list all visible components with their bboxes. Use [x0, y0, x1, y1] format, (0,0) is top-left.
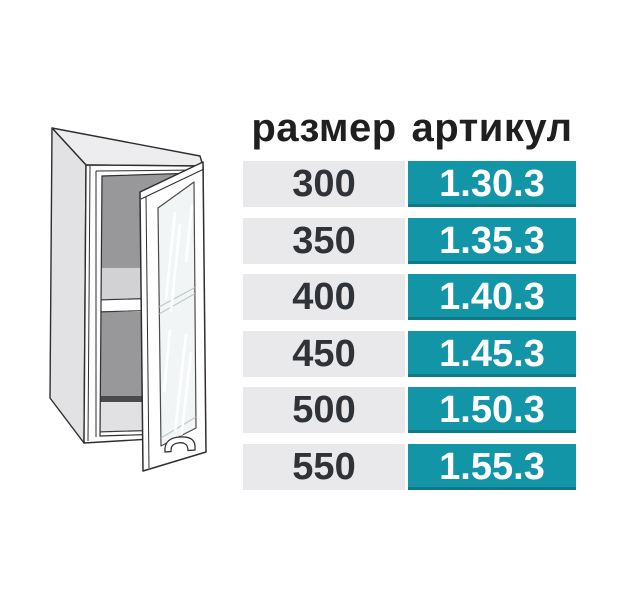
cabinet-illustration — [40, 100, 245, 505]
table-header-row: размер артикул — [243, 103, 576, 150]
article-value: 1.35.3 — [408, 217, 576, 264]
cabinet-drawing-svg — [49, 127, 207, 472]
header-article: артикул — [411, 106, 573, 150]
table-row: 350 1.35.3 — [243, 217, 576, 264]
cabinet-left-side — [49, 127, 87, 444]
article-value: 1.40.3 — [408, 274, 576, 321]
article-value: 1.55.3 — [408, 443, 576, 490]
size-value: 400 — [243, 274, 405, 321]
face-frame-lines — [87, 165, 200, 442]
door-handle — [164, 436, 196, 453]
article-value: 1.45.3 — [408, 330, 576, 377]
table-row: 300 1.30.3 — [243, 161, 576, 207]
door-side-edge — [145, 195, 150, 469]
table-row: 550 1.55.3 — [243, 443, 576, 490]
glass-reflections — [162, 204, 194, 441]
glass-details — [158, 204, 196, 441]
table-row: 400 1.40.3 — [243, 274, 576, 321]
door-top-edge — [140, 168, 205, 200]
header-size: размер — [251, 106, 397, 150]
size-value: 300 — [243, 161, 405, 207]
size-value: 350 — [243, 217, 405, 264]
article-value: 1.50.3 — [408, 387, 576, 434]
table-row: 450 1.45.3 — [243, 330, 576, 377]
article-value: 1.30.3 — [408, 161, 576, 207]
table-row: 500 1.50.3 — [243, 387, 576, 434]
size-article-table: размер артикул 300 1.30.3 350 1.35.3 400… — [243, 103, 576, 501]
through-glass-shelf-lines — [158, 286, 196, 439]
size-value: 450 — [243, 330, 405, 377]
glass-door — [139, 161, 207, 472]
size-value: 500 — [243, 387, 405, 434]
size-value: 550 — [243, 443, 405, 490]
